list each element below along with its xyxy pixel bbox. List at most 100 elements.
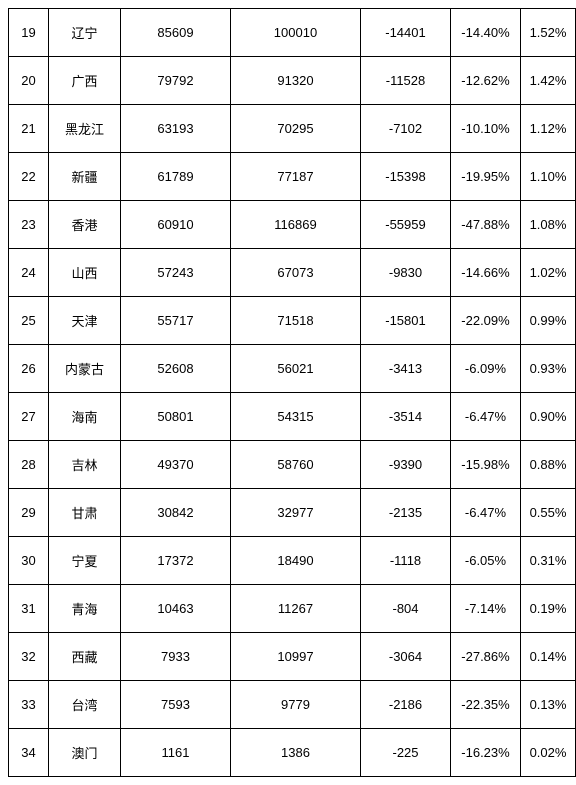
cell-val-a: 63193 [121, 105, 231, 153]
cell-val-a: 85609 [121, 9, 231, 57]
cell-val-a: 57243 [121, 249, 231, 297]
cell-pct-b: 1.42% [521, 57, 576, 105]
cell-pct-a: -6.09% [451, 345, 521, 393]
cell-diff: -15801 [361, 297, 451, 345]
table-row: 31青海1046311267-804-7.14%0.19% [9, 585, 576, 633]
cell-region: 甘肃 [49, 489, 121, 537]
cell-val-b: 9779 [231, 681, 361, 729]
cell-val-b: 67073 [231, 249, 361, 297]
cell-region: 辽宁 [49, 9, 121, 57]
cell-diff: -3064 [361, 633, 451, 681]
cell-rank: 32 [9, 633, 49, 681]
cell-rank: 30 [9, 537, 49, 585]
cell-pct-a: -22.09% [451, 297, 521, 345]
cell-region: 西藏 [49, 633, 121, 681]
table-row: 27海南5080154315-3514-6.47%0.90% [9, 393, 576, 441]
cell-val-b: 77187 [231, 153, 361, 201]
cell-pct-a: -47.88% [451, 201, 521, 249]
cell-val-a: 7593 [121, 681, 231, 729]
cell-val-b: 70295 [231, 105, 361, 153]
cell-diff: -7102 [361, 105, 451, 153]
cell-pct-b: 0.31% [521, 537, 576, 585]
cell-diff: -11528 [361, 57, 451, 105]
table-row: 32西藏793310997-3064-27.86%0.14% [9, 633, 576, 681]
cell-val-b: 54315 [231, 393, 361, 441]
cell-rank: 25 [9, 297, 49, 345]
table-body: 19辽宁85609100010-14401-14.40%1.52% 20广西79… [9, 9, 576, 777]
cell-diff: -9390 [361, 441, 451, 489]
cell-pct-b: 1.10% [521, 153, 576, 201]
cell-region: 海南 [49, 393, 121, 441]
cell-region: 新疆 [49, 153, 121, 201]
cell-rank: 20 [9, 57, 49, 105]
cell-diff: -2135 [361, 489, 451, 537]
cell-region: 吉林 [49, 441, 121, 489]
cell-rank: 26 [9, 345, 49, 393]
cell-pct-b: 1.02% [521, 249, 576, 297]
cell-val-a: 60910 [121, 201, 231, 249]
cell-val-a: 30842 [121, 489, 231, 537]
cell-rank: 27 [9, 393, 49, 441]
cell-val-b: 58760 [231, 441, 361, 489]
table-row: 23香港60910116869-55959-47.88%1.08% [9, 201, 576, 249]
cell-pct-a: -27.86% [451, 633, 521, 681]
cell-region: 台湾 [49, 681, 121, 729]
cell-pct-b: 0.99% [521, 297, 576, 345]
data-table: 19辽宁85609100010-14401-14.40%1.52% 20广西79… [8, 8, 576, 777]
cell-pct-b: 0.88% [521, 441, 576, 489]
cell-val-b: 10997 [231, 633, 361, 681]
cell-diff: -804 [361, 585, 451, 633]
table-row: 33台湾75939779-2186-22.35%0.13% [9, 681, 576, 729]
cell-val-a: 55717 [121, 297, 231, 345]
table-row: 22新疆6178977187-15398-19.95%1.10% [9, 153, 576, 201]
cell-diff: -15398 [361, 153, 451, 201]
cell-pct-b: 0.19% [521, 585, 576, 633]
cell-diff: -3514 [361, 393, 451, 441]
cell-rank: 19 [9, 9, 49, 57]
cell-val-a: 49370 [121, 441, 231, 489]
cell-val-a: 61789 [121, 153, 231, 201]
cell-pct-a: -19.95% [451, 153, 521, 201]
cell-pct-b: 1.12% [521, 105, 576, 153]
cell-diff: -14401 [361, 9, 451, 57]
table-row: 30宁夏1737218490-1118-6.05%0.31% [9, 537, 576, 585]
table-row: 21黑龙江6319370295-7102-10.10%1.12% [9, 105, 576, 153]
table-row: 24山西5724367073-9830-14.66%1.02% [9, 249, 576, 297]
cell-pct-a: -6.05% [451, 537, 521, 585]
cell-val-b: 32977 [231, 489, 361, 537]
cell-pct-b: 1.52% [521, 9, 576, 57]
table-row: 25天津5571771518-15801-22.09%0.99% [9, 297, 576, 345]
cell-region: 山西 [49, 249, 121, 297]
cell-region: 广西 [49, 57, 121, 105]
cell-pct-a: -22.35% [451, 681, 521, 729]
cell-val-a: 17372 [121, 537, 231, 585]
cell-val-b: 71518 [231, 297, 361, 345]
cell-val-b: 100010 [231, 9, 361, 57]
cell-val-b: 11267 [231, 585, 361, 633]
cell-pct-a: -10.10% [451, 105, 521, 153]
cell-rank: 31 [9, 585, 49, 633]
cell-region: 青海 [49, 585, 121, 633]
table-row: 26内蒙古5260856021-3413-6.09%0.93% [9, 345, 576, 393]
table-row: 28吉林4937058760-9390-15.98%0.88% [9, 441, 576, 489]
cell-pct-a: -7.14% [451, 585, 521, 633]
cell-region: 宁夏 [49, 537, 121, 585]
cell-pct-a: -15.98% [451, 441, 521, 489]
cell-pct-b: 0.93% [521, 345, 576, 393]
cell-rank: 33 [9, 681, 49, 729]
cell-rank: 23 [9, 201, 49, 249]
cell-region: 天津 [49, 297, 121, 345]
cell-val-b: 56021 [231, 345, 361, 393]
cell-pct-b: 0.14% [521, 633, 576, 681]
cell-val-a: 10463 [121, 585, 231, 633]
cell-region: 内蒙古 [49, 345, 121, 393]
cell-val-a: 79792 [121, 57, 231, 105]
cell-region: 黑龙江 [49, 105, 121, 153]
cell-val-b: 91320 [231, 57, 361, 105]
cell-diff: -1118 [361, 537, 451, 585]
cell-val-a: 7933 [121, 633, 231, 681]
cell-val-b: 18490 [231, 537, 361, 585]
cell-rank: 21 [9, 105, 49, 153]
cell-diff: -55959 [361, 201, 451, 249]
cell-val-a: 52608 [121, 345, 231, 393]
